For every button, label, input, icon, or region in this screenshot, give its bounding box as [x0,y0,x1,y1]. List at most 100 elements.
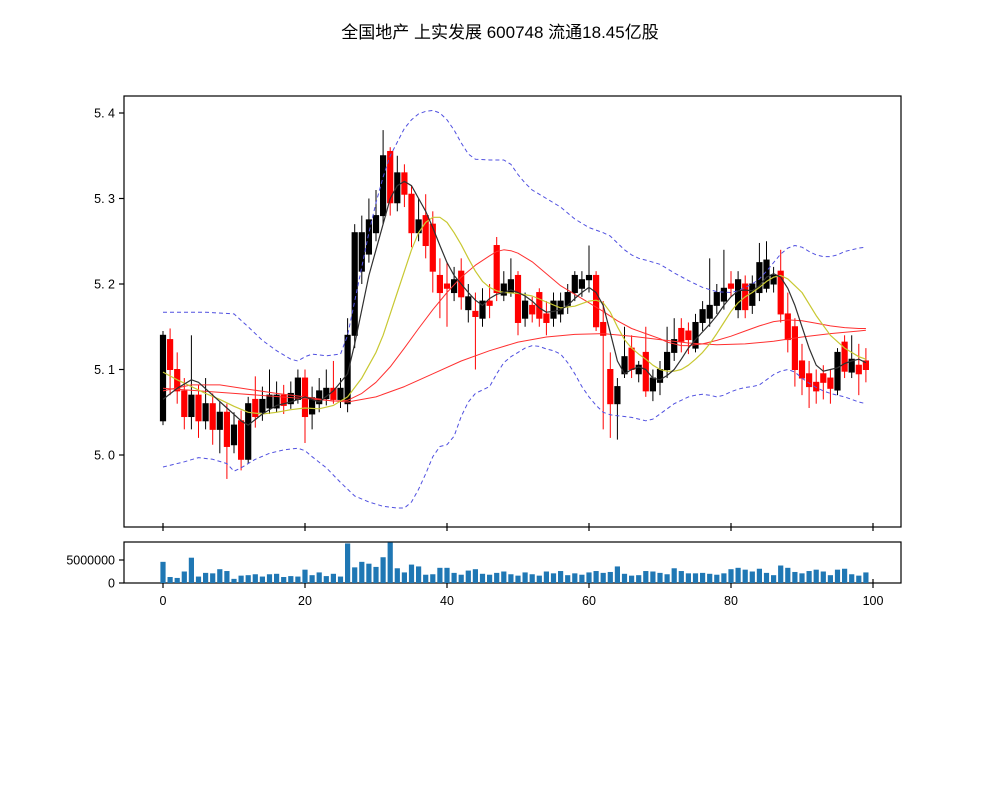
candle-up [216,411,223,430]
candle-up [656,369,664,383]
volume-bar [181,571,187,583]
volume-bar [728,569,734,583]
volume-bar [820,571,826,583]
candle-up [259,398,266,413]
volume-x-tick-label: 20 [298,594,312,608]
volume-bar [423,574,429,583]
candle-down [727,283,735,289]
volume-bar [373,566,379,583]
volume-bar [487,574,493,583]
bollinger-lower-line [162,345,867,509]
price-y-tick-label: 5. 2 [94,278,115,292]
volume-bar [529,574,535,583]
candle-up [316,390,323,405]
candle-up [720,287,727,302]
volume-bar [444,567,450,583]
volume-bar [863,572,869,583]
volume-bar [522,572,528,583]
candle-down [408,193,415,234]
candle-up [159,334,167,422]
ma-long-red-line [162,249,866,402]
volume-bar [274,573,280,583]
candle-up [522,300,529,319]
volume-bar [266,574,273,583]
candle-down [543,313,550,323]
candle-up [770,274,777,285]
candle-up [188,394,195,418]
candle-up [465,296,472,311]
candle-down [642,351,649,392]
candle-down [252,398,259,418]
candle-up [451,279,458,294]
candle-down [223,411,231,447]
volume-bar [657,572,663,583]
candle-down [401,172,408,195]
candle-up [394,172,401,204]
volume-bar [799,573,805,583]
volume-bar [501,571,507,583]
candle-up [323,387,330,400]
volume-bar [792,571,798,583]
volume-bar [685,573,691,583]
candle-up [372,215,380,234]
volume-bar [586,572,592,583]
volume-bar [188,557,194,583]
volume-bar [650,571,656,583]
candle-down [862,360,869,371]
candle-down [777,270,784,315]
volume-bar [451,572,457,583]
candle-up [266,394,273,409]
volume-x-tick-label: 40 [440,594,454,608]
volume-bar [671,568,677,583]
volume-bar [700,572,706,583]
candle-up [635,364,642,375]
candle-down [607,369,614,405]
ma-mid-yellow-line [162,216,867,415]
volume-bar [352,567,358,583]
candle-down [280,394,287,406]
candle-down [429,223,436,272]
volume-bar [806,571,812,583]
volume-bar [856,575,862,583]
candle-down [195,394,202,422]
volume-bar [394,568,400,583]
volume-bar [210,573,216,583]
volume-bar [302,569,308,583]
volume-bar [281,577,287,583]
volume-bar [472,569,478,583]
volume-bar [558,571,564,583]
ma-longest-red-line [162,329,866,403]
volume-bar [203,572,209,583]
price-y-tick-label: 5. 4 [94,107,115,121]
volume-x-tick-label: 80 [724,594,738,608]
volume-bar [295,576,301,583]
volume-bar [600,572,606,583]
candle-up [756,262,763,294]
price-y-tick-label: 5. 0 [94,449,115,463]
volume-bar [416,566,422,583]
volume-bar [664,574,670,583]
candle-up [706,304,713,319]
candle-up [287,392,294,405]
volume-bar [160,561,166,583]
candle-down [486,300,493,306]
candle-down [678,327,685,342]
candle-down [827,377,834,389]
candle-down [167,339,174,371]
ma-short-black-line [162,180,867,426]
volume-bar [707,573,713,583]
candle-up [380,155,387,217]
volume-bar [330,573,336,583]
candle-down [181,390,188,418]
candle-down [493,245,500,294]
candle-down [529,304,536,315]
candle-up [735,279,742,311]
candle-down [841,341,848,372]
candle-down [685,330,692,341]
volume-bar [579,574,585,583]
volume-bar [174,577,180,583]
volume-bar [742,569,748,583]
candle-down [813,381,820,392]
volume-bar [508,574,514,583]
candle-down [443,283,451,289]
